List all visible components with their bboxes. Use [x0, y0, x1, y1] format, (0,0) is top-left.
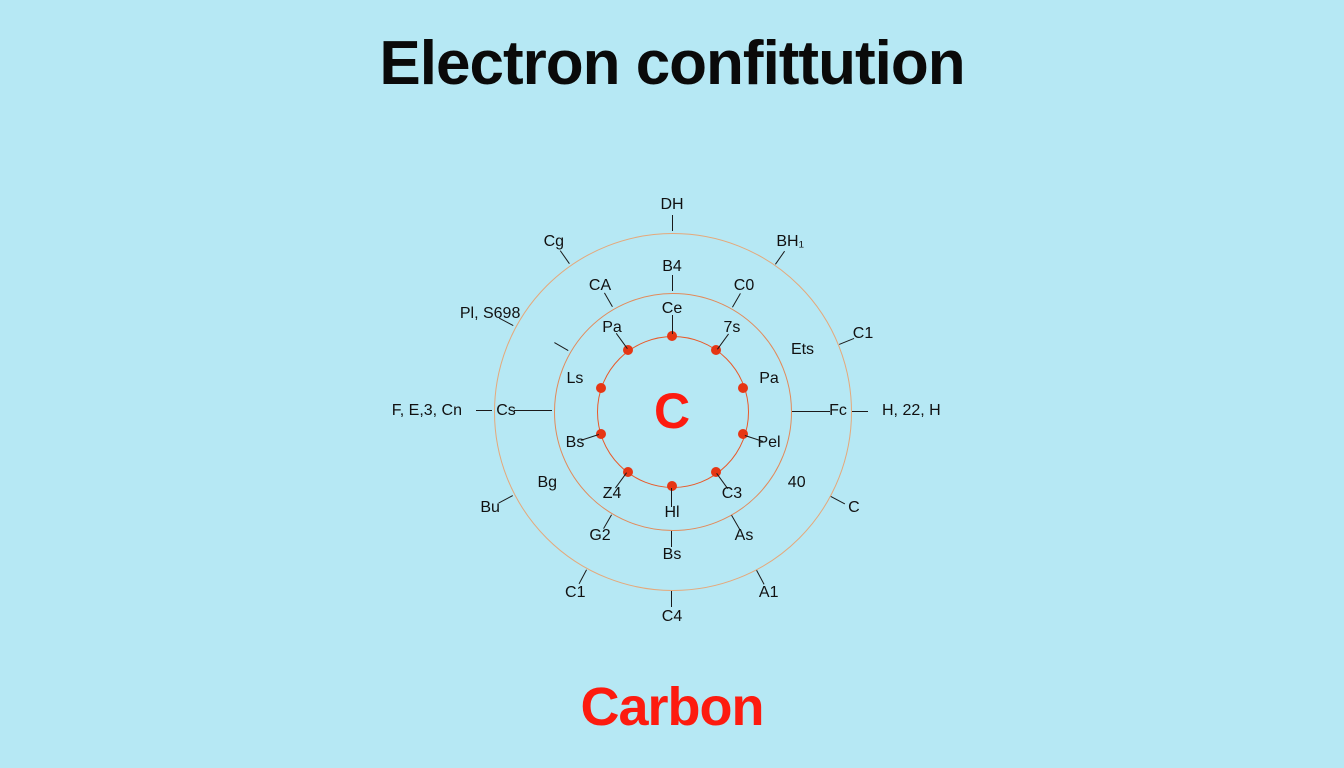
ring-label: C: [848, 500, 860, 516]
ring-label: Hl: [664, 505, 679, 521]
ring-label: Bu: [480, 500, 500, 516]
electron-dot: [596, 383, 606, 393]
ring-label: Ets: [791, 342, 814, 358]
atom-diagram: C Ce 7s Pa Pel C3 Hl Z4 Bs Ls Pa B4 C0 Ets Fc 40 As Bs G2 B…: [0, 0, 1344, 768]
ring-label: B4: [662, 259, 682, 275]
ring-label: CA: [589, 278, 611, 294]
electron-dot: [738, 383, 748, 393]
tick-line: [560, 250, 570, 264]
ring-label: Ce: [662, 301, 682, 317]
ring-label: Pa: [759, 371, 779, 387]
ring-label: A1: [759, 585, 779, 601]
ring-label: Bg: [537, 475, 557, 491]
ring-label: Pa: [602, 320, 622, 336]
ring-label: F, E,3, Cn: [392, 403, 462, 419]
electron-dot: [738, 429, 748, 439]
ring-label: Cg: [544, 234, 564, 250]
tick-line: [498, 495, 513, 503]
tick-line: [514, 410, 552, 411]
tick-line: [775, 250, 785, 264]
ring-label: DH: [660, 197, 683, 213]
ring-label: 7s: [724, 320, 741, 336]
electron-dot: [667, 481, 677, 491]
electron-dot: [711, 467, 721, 477]
ring-label: C1: [853, 326, 873, 342]
electron-dot: [623, 345, 633, 355]
ring-label: Bs: [663, 547, 682, 563]
ring-label: Ls: [567, 371, 584, 387]
tick-line: [852, 411, 868, 412]
ring-label: As: [735, 528, 754, 544]
ring-label: C3: [722, 486, 742, 502]
tick-line: [830, 496, 845, 504]
ring-label: BH₁: [776, 234, 804, 250]
tick-line: [671, 531, 672, 547]
ring-label: Fc: [829, 403, 847, 419]
ring-label: 40: [788, 475, 806, 491]
ring-label: C4: [662, 609, 682, 625]
tick-line: [792, 411, 830, 412]
tick-line: [672, 275, 673, 291]
ring-label: Z4: [603, 486, 622, 502]
element-name: Carbon: [0, 676, 1344, 738]
ring-label: C1: [565, 585, 585, 601]
tick-line: [476, 410, 492, 411]
ring-label: H, 22, H: [882, 403, 941, 419]
ring-label: Pl, S698: [460, 306, 520, 322]
tick-line: [672, 315, 673, 334]
tick-line: [671, 591, 672, 607]
ring-label: C0: [734, 278, 754, 294]
ring-label: Cs: [496, 403, 516, 419]
tick-line: [579, 569, 587, 584]
ring-label: Pel: [757, 435, 780, 451]
tick-line: [672, 215, 673, 231]
tick-line: [756, 570, 764, 585]
ring-label: Bs: [566, 435, 585, 451]
ring-label: G2: [589, 528, 610, 544]
nucleus-symbol: C: [654, 386, 690, 436]
